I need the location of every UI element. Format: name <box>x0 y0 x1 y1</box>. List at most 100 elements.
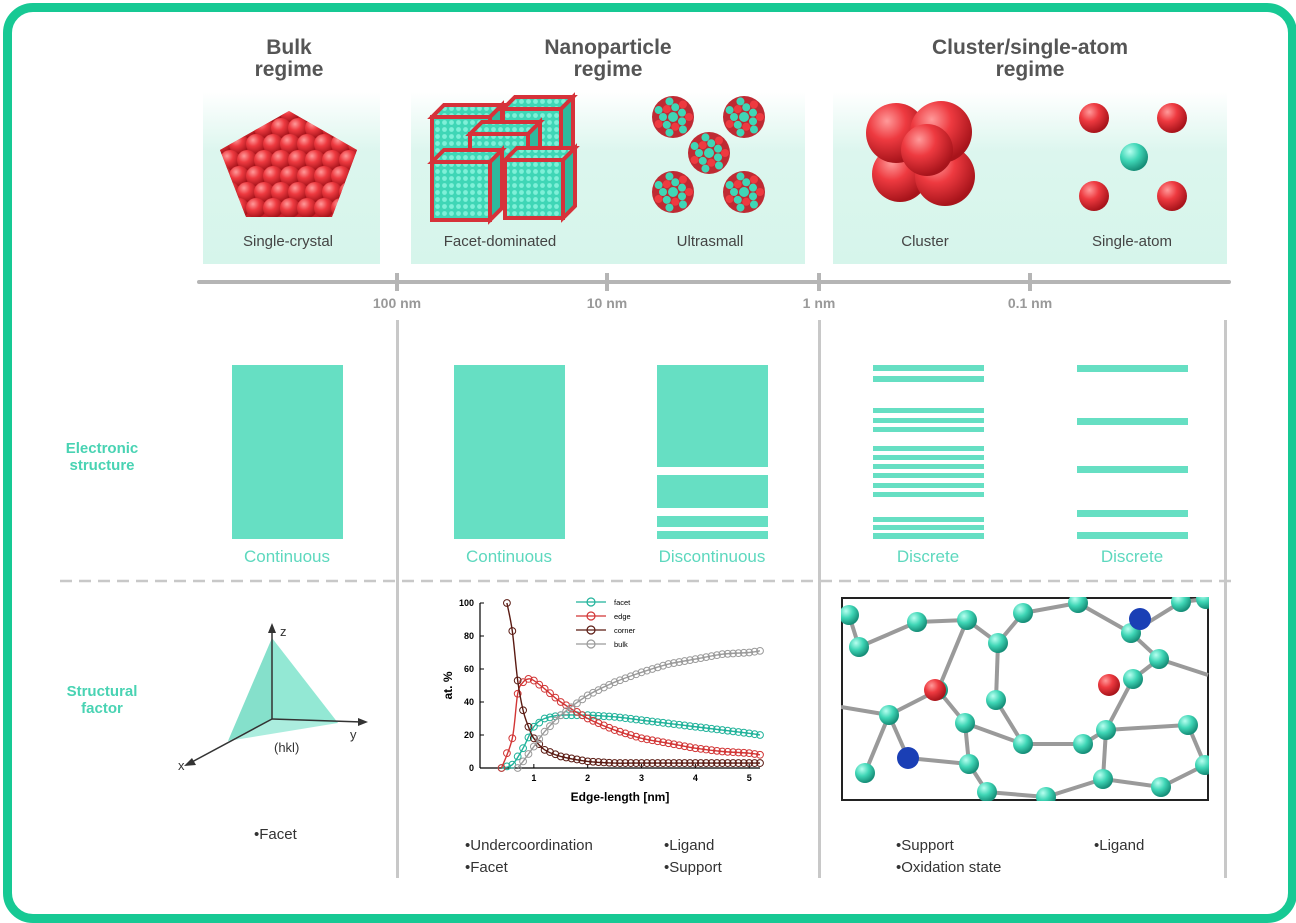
chart-legend-marker <box>586 625 596 635</box>
scale-label-0.1nm: 0.1 nm <box>1007 295 1053 311</box>
band-discrete-line <box>873 376 984 382</box>
chart-point-corner <box>643 759 651 767</box>
band-label-discrete-single: Discrete <box>1100 547 1164 566</box>
chart-point-bulk <box>637 668 646 677</box>
band-discrete-line <box>1077 510 1188 517</box>
chart-point-bulk <box>718 650 727 659</box>
chart-point-corner <box>691 759 700 767</box>
coordination-chart: 0 20 40 60 80 100 1 2 3 4 5 Edge-length [nm] at. % fa… <box>441 597 764 804</box>
chart-legend-marker <box>586 597 596 607</box>
chart-point-corner <box>556 752 565 761</box>
cluster-regime-title: Cluster/single-atom regime <box>931 36 1129 81</box>
separator-2 <box>818 320 821 878</box>
chart-point-facet <box>756 731 764 739</box>
scale-label-1nm: 1 nm <box>802 295 836 311</box>
chart-point-facet <box>524 733 533 742</box>
chart-point-corner <box>745 759 754 767</box>
chart-point-corner <box>605 758 614 767</box>
chart-point-bulk <box>529 742 538 751</box>
chart-point-facet <box>535 718 544 727</box>
band-discontinuous-line <box>657 516 768 527</box>
chart-point-bulk <box>734 649 743 658</box>
chart-point-facet <box>519 744 527 753</box>
chart-point-edge <box>497 764 506 772</box>
chart-point-edge <box>540 684 549 693</box>
nitrogen-atom <box>1129 608 1151 630</box>
caption-ultrasmall: Ultrasmall <box>676 233 744 250</box>
chart-point-bulk <box>573 699 581 708</box>
chart-point-corner <box>626 759 635 767</box>
chart-point-corner <box>578 756 587 765</box>
band-discrete-line <box>873 464 984 469</box>
chart-point-edge <box>680 742 689 751</box>
chart-x-label: Edge-length [nm] <box>571 790 670 804</box>
chart-point-corner <box>734 759 743 767</box>
chart-point-edge <box>626 731 635 739</box>
oxygen-atom <box>1098 674 1120 696</box>
chart-point-facet <box>729 727 737 736</box>
chart-x-tick-label: 5 <box>747 773 752 783</box>
chart-point-corner <box>729 759 737 767</box>
chart-point-corner <box>669 759 678 767</box>
band-label-discontinuous: Discontinuous <box>658 547 766 566</box>
chart-x-tick-label: 4 <box>693 773 698 783</box>
chart-point-facet <box>599 712 608 721</box>
chart-point-bulk <box>680 657 689 665</box>
hkl-axes-diagram: z y x (hkl) <box>178 623 368 773</box>
chart-point-edge <box>729 748 737 757</box>
chart-point-corner <box>675 759 684 767</box>
chart-point-facet <box>621 714 630 723</box>
bullet-item-nano: •Undercoordination <box>465 837 593 854</box>
chart-point-corner <box>659 759 667 767</box>
band-discrete-line <box>873 365 984 371</box>
chart-point-corner <box>632 759 641 767</box>
chart-point-edge <box>610 726 619 734</box>
chart-point-bulk <box>664 660 673 668</box>
chart-point-bulk <box>729 649 737 658</box>
chart-point-edge <box>583 714 592 723</box>
chart-point-corner <box>637 759 646 767</box>
chart-point-edge <box>675 741 684 750</box>
separator-3 <box>1224 320 1227 878</box>
chart-point-edge <box>664 739 673 748</box>
band-discrete-line <box>873 525 984 530</box>
chart-point-corner <box>508 627 517 635</box>
lattice-atoms <box>841 597 1209 801</box>
chart-point-facet <box>686 722 694 730</box>
caption-cluster: Cluster <box>901 233 949 250</box>
chart-point-facet <box>702 724 711 732</box>
chart-point-facet <box>529 722 538 731</box>
chart-point-facet <box>723 726 732 735</box>
bullet-item-nano: •Facet <box>465 859 508 876</box>
caption-facet-dominated: Facet-dominated <box>443 233 557 250</box>
chart-point-facet <box>610 712 619 721</box>
chart-point-corner <box>551 750 560 759</box>
chart-point-corner <box>756 759 764 767</box>
chart-point-bulk <box>756 646 764 655</box>
axis-label-y: y <box>350 727 357 742</box>
chart-y-tick-label: 40 <box>464 697 474 707</box>
chart-point-corner <box>653 759 662 767</box>
chart-point-bulk <box>669 659 678 667</box>
chart-point-edge <box>605 723 614 732</box>
chart-point-bulk <box>535 735 544 744</box>
chart-point-edge <box>643 735 651 744</box>
chart-point-bulk <box>567 703 576 712</box>
chart-point-bulk <box>745 648 754 657</box>
chart-point-corner <box>696 759 705 767</box>
chart-point-corner <box>567 754 576 763</box>
caption-single-crystal: Single-crystal <box>242 233 334 250</box>
band-label-discrete-cluster: Discrete <box>896 547 960 566</box>
chart-point-edge <box>524 675 533 683</box>
scale-label-10nm: 10 nm <box>586 295 628 311</box>
chart-point-facet <box>691 722 700 731</box>
chart-point-corner <box>702 759 711 767</box>
chart-point-facet <box>750 730 759 739</box>
oxygen-atom <box>924 679 946 701</box>
chart-point-edge <box>739 748 748 757</box>
band-discrete-line <box>1077 532 1188 539</box>
chart-point-bulk <box>653 663 662 672</box>
chart-point-bulk <box>675 658 684 666</box>
chart-point-corner <box>546 748 554 756</box>
chart-point-edge <box>669 740 678 749</box>
